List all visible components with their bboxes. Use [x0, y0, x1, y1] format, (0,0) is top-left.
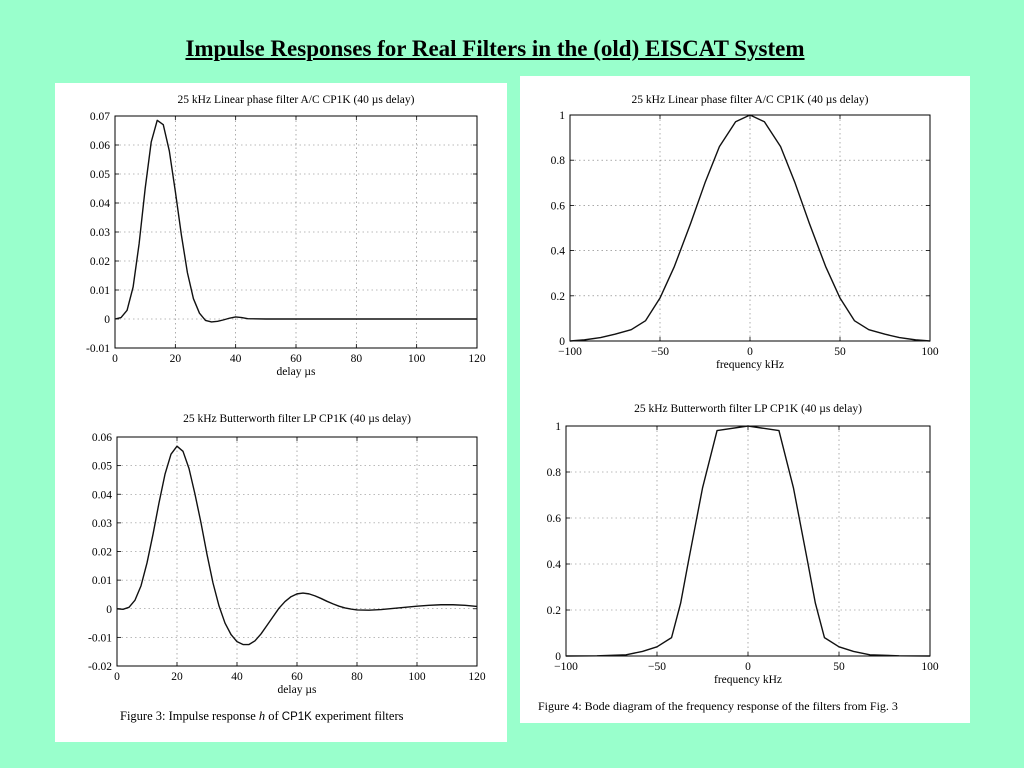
series-line [114, 119, 477, 323]
y-tick-label: 0.03 [92, 518, 112, 530]
y-tick-label: 0.04 [90, 198, 110, 210]
figure-3-caption-symbol: h [258, 709, 266, 723]
x-tick-label: 120 [468, 353, 486, 365]
x-tick-label: 100 [408, 353, 426, 365]
x-tick-label: 60 [291, 671, 303, 683]
x-tick-label: 100 [921, 661, 939, 673]
slide-title: Impulse Responses for Real Filters in th… [185, 36, 805, 61]
figure-3-caption: Figure 3: Impulse response h of CP1K exp… [120, 709, 403, 724]
x-tick-label: 100 [921, 346, 939, 358]
y-tick-label: 0.8 [547, 467, 562, 479]
y-tick-label: 0 [555, 651, 561, 663]
y-tick-label: 0.05 [90, 169, 110, 181]
x-axis-label: frequency kHz [714, 674, 782, 686]
x-tick-label: 40 [231, 671, 243, 683]
x-axis-label: delay µs [277, 366, 316, 378]
figure-4-panel: 25 kHz Linear phase filter A/C CP1K (40 … [520, 76, 970, 723]
y-tick-label: -0.01 [86, 343, 110, 355]
x-tick-label: 50 [834, 346, 846, 358]
figure-3-caption-prefix: Figure 3: Impulse response [120, 709, 256, 723]
x-tick-label: 0 [745, 661, 751, 673]
y-tick-label: 0.4 [551, 246, 566, 258]
figure-4-caption: Figure 4: Bode diagram of the frequency … [538, 699, 898, 713]
y-tick-label: 0.01 [92, 575, 112, 587]
y-tick-label: 1 [555, 421, 561, 433]
x-axis-label: frequency kHz [716, 359, 784, 371]
x-tick-label: 20 [171, 671, 183, 683]
y-tick-label: 0.02 [92, 547, 112, 559]
y-tick-label: 0.01 [90, 285, 110, 297]
y-tick-label: 0.03 [90, 227, 110, 239]
bode-linear-chart: 25 kHz Linear phase filter A/C CP1K (40 … [551, 94, 939, 371]
y-tick-label: 0.04 [92, 489, 112, 501]
y-tick-label: 0.6 [551, 200, 566, 212]
chart-title: 25 kHz Butterworth filter LP CP1K (40 µs… [183, 413, 411, 425]
y-tick-label: 0.02 [90, 256, 110, 268]
y-tick-label: 0.6 [547, 513, 562, 525]
x-tick-label: −50 [651, 346, 669, 358]
y-tick-label: 0.2 [551, 291, 566, 303]
bode-butterworth-chart: 25 kHz Butterworth filter LP CP1K (40 µs… [547, 403, 939, 686]
chart-title: 25 kHz Linear phase filter A/C CP1K (40 … [178, 94, 415, 106]
y-tick-label: 0.4 [547, 559, 562, 571]
x-tick-label: 100 [408, 671, 426, 683]
chart-title: 25 kHz Linear phase filter A/C CP1K (40 … [632, 94, 869, 106]
x-axis-label: delay µs [278, 684, 317, 696]
y-tick-label: 0.06 [90, 140, 110, 152]
y-tick-label: -0.01 [88, 632, 112, 644]
x-tick-label: 20 [170, 353, 182, 365]
series-line [565, 425, 931, 657]
x-tick-label: 50 [833, 661, 845, 673]
y-tick-label: 0.2 [547, 605, 562, 617]
y-tick-label: 0 [106, 604, 112, 616]
x-tick-label: 0 [112, 353, 118, 365]
x-tick-label: 40 [230, 353, 242, 365]
y-tick-label: 0 [559, 336, 565, 348]
x-tick-label: −100 [554, 661, 578, 673]
y-tick-label: 0.8 [551, 155, 566, 167]
x-tick-label: 120 [468, 671, 486, 683]
x-tick-label: 0 [747, 346, 753, 358]
chart-title: 25 kHz Butterworth filter LP CP1K (40 µs… [634, 403, 862, 415]
series-line [116, 445, 478, 646]
x-tick-label: −50 [648, 661, 666, 673]
figure-3-caption-suffix: experiment filters [314, 709, 404, 723]
y-tick-label: 0 [104, 314, 110, 326]
x-tick-label: −100 [558, 346, 582, 358]
x-tick-label: 0 [114, 671, 120, 683]
y-tick-label: -0.02 [88, 661, 112, 673]
figure-3-caption-of: of [268, 709, 279, 723]
figure-3-panel: 25 kHz Linear phase filter A/C CP1K (40 … [55, 83, 507, 742]
series-line [569, 114, 931, 342]
x-tick-label: 80 [351, 671, 363, 683]
impulse-linear-chart: 25 kHz Linear phase filter A/C CP1K (40 … [86, 94, 486, 378]
y-tick-label: 0.06 [92, 432, 112, 444]
impulse-butterworth-chart: 25 kHz Butterworth filter LP CP1K (40 µs… [88, 413, 486, 696]
x-tick-label: 60 [290, 353, 302, 365]
x-tick-label: 80 [351, 353, 363, 365]
y-tick-label: 0.07 [90, 111, 110, 123]
figure-3-caption-code: CP1K [281, 711, 312, 723]
y-tick-label: 0.05 [92, 461, 112, 473]
y-tick-label: 1 [559, 110, 565, 122]
plot-frame [565, 425, 931, 657]
